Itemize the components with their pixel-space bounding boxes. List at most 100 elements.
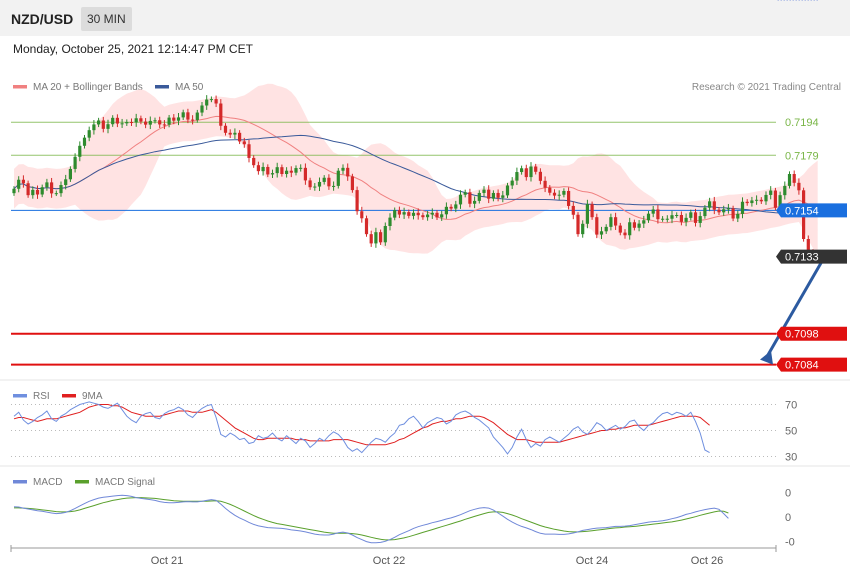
candle [524,164,528,181]
candle-body [266,166,270,175]
candle-body [181,112,185,118]
candle-body [393,210,397,218]
rsi-tick-label: 50 [785,426,797,438]
rsi-tick-label: 70 [785,400,797,412]
candle [670,210,674,224]
candle-body [346,167,350,177]
candle [200,101,204,117]
candle-body [552,192,557,196]
candle [482,186,486,197]
candle-body [712,201,716,210]
candle [82,135,87,149]
candle-body [515,172,519,181]
candle [303,163,307,185]
candle-body [205,99,209,106]
rsi-panel: 70 50 30 [11,0,818,464]
candle [515,167,519,186]
candle-body [440,214,444,218]
candle [731,205,735,222]
candle-body [698,216,702,223]
candle [520,165,524,175]
candle-body [17,179,21,189]
candle-body [726,208,730,210]
candle [12,186,16,196]
candle [191,115,195,125]
candle-body [632,222,636,228]
candle [454,200,458,213]
candle-body [26,183,30,196]
candle [693,208,698,227]
candle [92,120,96,135]
candle-body [158,120,162,125]
candle [364,215,369,237]
forecast-arrow [760,261,823,365]
candle [783,181,787,200]
candle-body [233,132,237,135]
candle-body [806,239,810,254]
resistance-level-label: 0.7179 [785,150,819,162]
candle-body [585,204,589,224]
macd-tick-label: 0 [785,512,791,524]
candle [144,118,148,129]
candle-body [548,187,552,193]
candle [571,201,575,220]
candle-body [703,207,707,217]
candle-body [139,118,143,122]
x-tick-label: Oct 24 [576,555,608,567]
candle-body [473,200,477,204]
candle-body [64,179,68,186]
candle [534,163,538,175]
candle-body [411,212,416,216]
rsi-legend: RSI 9MA [13,391,103,402]
candle-body [355,190,359,212]
candle [327,174,331,190]
candle-body [336,170,340,186]
rsi-line [13,401,710,455]
candle [750,196,754,207]
candlesticks [12,95,820,264]
candle [186,108,190,124]
candle [726,203,730,214]
candle [223,123,228,136]
macd-legend-swatch [13,480,27,484]
moving-averages [13,115,818,224]
candle [139,115,143,125]
bollinger-bands [14,83,818,258]
candle-body [618,225,622,233]
candle [632,219,636,231]
candle [421,212,425,220]
forecast-arrow-head [760,350,773,365]
candle-body [416,212,420,216]
candle-body [689,212,693,218]
candle [40,184,44,198]
x-tick-label: Oct 26 [691,555,723,567]
candle [129,118,134,126]
candle-body [313,186,317,188]
price-level-labels: 0.7194 0.7179 0.7154 0.7133 0.7098 0.7084 [776,117,847,372]
candle [322,175,326,185]
candle-body [317,181,322,187]
candle-body [656,209,660,220]
candle-body [731,208,735,219]
candle-body [576,214,580,235]
candle-body [792,174,796,183]
candle-body [454,204,458,209]
macd-legend: MACD MACD Signal [13,477,155,488]
candle-body [571,205,575,215]
candle [736,210,740,223]
candle [397,206,401,219]
candle-body [468,192,472,204]
candle [567,187,571,210]
level-label-text: 0.7154 [785,205,819,217]
candle [120,118,124,128]
candle-body [256,165,260,172]
candle [722,205,726,216]
timeframe-button[interactable]: 30 MIN [81,7,132,31]
candle-body [308,180,312,188]
level-label-text: 0.7194 [785,117,819,129]
candle [73,153,77,173]
candle [604,224,608,234]
candle-body [599,231,604,235]
candle [17,176,21,193]
candle-body [520,168,524,173]
